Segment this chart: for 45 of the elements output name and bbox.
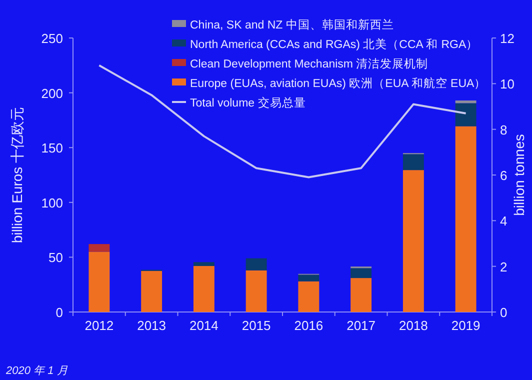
bar — [193, 262, 214, 266]
legend-label: North America (CCAs and RGAs) 北美（CCA 和 RGA） — [190, 37, 478, 51]
bar — [350, 268, 372, 278]
x-tick-label: 2015 — [242, 318, 271, 333]
bar — [455, 126, 476, 312]
bar — [402, 170, 424, 312]
y2-tick-label: 0 — [500, 305, 508, 320]
x-tick-label: 2012 — [84, 318, 114, 333]
bar — [246, 258, 267, 270]
y-tick-label: 0 — [56, 305, 63, 320]
text: 2020 年 1 月 — [5, 365, 68, 377]
bar — [88, 252, 110, 312]
y2-tick-label: 10 — [500, 76, 514, 92]
y-axis-title: billion Euros 十亿欧元 — [9, 106, 25, 244]
y2-tick-label: 8 — [500, 122, 508, 138]
bar — [298, 281, 320, 312]
x-tick-label: 2019 — [451, 318, 480, 333]
bar — [455, 103, 476, 126]
x-tick-label: 2017 — [346, 318, 376, 333]
y-tick-label: 50 — [48, 250, 63, 266]
x-tick-label: 2018 — [398, 318, 428, 333]
legend-label: Europe (EUAs, aviation EUAs) 欧洲（EUA 和航空 EUA） — [190, 76, 486, 90]
y-tick-label: 200 — [41, 86, 63, 101]
y2-tick-label: 12 — [500, 31, 514, 46]
bar — [350, 278, 372, 312]
legend-label: China, SK and NZ 中国、韩国和新西兰 — [190, 18, 394, 32]
bar — [88, 244, 110, 252]
y-tick-label: 150 — [41, 140, 63, 156]
y2-tick-label: 4 — [500, 214, 508, 229]
x-tick-label: 2014 — [189, 318, 218, 333]
x-tick-label: 2016 — [294, 318, 324, 333]
y2-tick-label: 2 — [500, 259, 508, 274]
x-tick-label: 2013 — [137, 318, 166, 333]
y2-axis-title: billion tonnes — [511, 134, 527, 216]
bar — [298, 274, 320, 282]
bar — [402, 154, 424, 170]
y2-tick-label: 6 — [500, 168, 508, 183]
legend-label: Clean Development Mechanism 清洁发展机制 — [190, 58, 428, 70]
bar — [193, 266, 214, 312]
y-tick-label: 100 — [41, 195, 63, 210]
bar — [141, 270, 162, 312]
bar — [455, 100, 476, 104]
bar — [246, 270, 267, 312]
y-tick-label: 250 — [41, 31, 63, 46]
legend-label: Total volume 交易总量 — [190, 96, 306, 110]
